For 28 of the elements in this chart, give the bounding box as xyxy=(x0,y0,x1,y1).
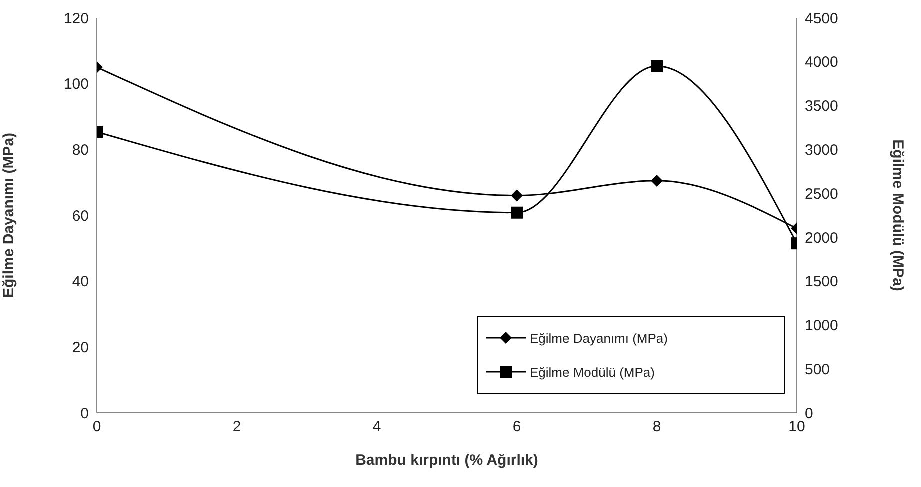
y2-tick-label: 4000 xyxy=(805,54,838,72)
x-tick-label: 6 xyxy=(512,418,522,436)
y2-tick-label: 1000 xyxy=(805,318,838,335)
y-tick-label: 60 xyxy=(72,208,89,225)
y-tick-label: 20 xyxy=(72,339,89,356)
legend-label: Eğilme Modülü (MPa) xyxy=(530,364,655,380)
legend-label: Eğilme Dayanımı (MPa) xyxy=(530,330,668,346)
y-tick-label: 120 xyxy=(64,10,89,28)
y2-tick-label: 3000 xyxy=(805,142,838,159)
y-axis-title: Eğilme Dayanımı (MPa) xyxy=(0,132,18,298)
y2-tick-label: 3500 xyxy=(805,98,838,116)
y-tick-label: 80 xyxy=(72,142,89,159)
x-tick-label: 8 xyxy=(652,418,662,436)
y2-tick-label: 500 xyxy=(805,361,830,378)
y2-axis-title: Eğilme Modülü (MPa) xyxy=(890,140,907,292)
y-tick-label: 40 xyxy=(72,274,89,291)
x-tick-label: 0 xyxy=(92,418,102,436)
x-tick-label: 2 xyxy=(232,418,242,436)
y-tick-label: 0 xyxy=(80,405,89,422)
y2-tick-label: 1500 xyxy=(805,274,838,291)
y2-tick-label: 2000 xyxy=(805,230,838,247)
x-tick-label: 10 xyxy=(788,418,806,436)
x-axis-title: Bambu kırpıntı (% Ağırlık) xyxy=(356,452,538,469)
x-tick-label: 4 xyxy=(372,418,382,436)
y-tick-label: 100 xyxy=(64,76,89,94)
y2-tick-label: 0 xyxy=(805,405,814,422)
y2-tick-label: 2500 xyxy=(805,186,838,203)
y2-tick-label: 4500 xyxy=(805,10,838,28)
